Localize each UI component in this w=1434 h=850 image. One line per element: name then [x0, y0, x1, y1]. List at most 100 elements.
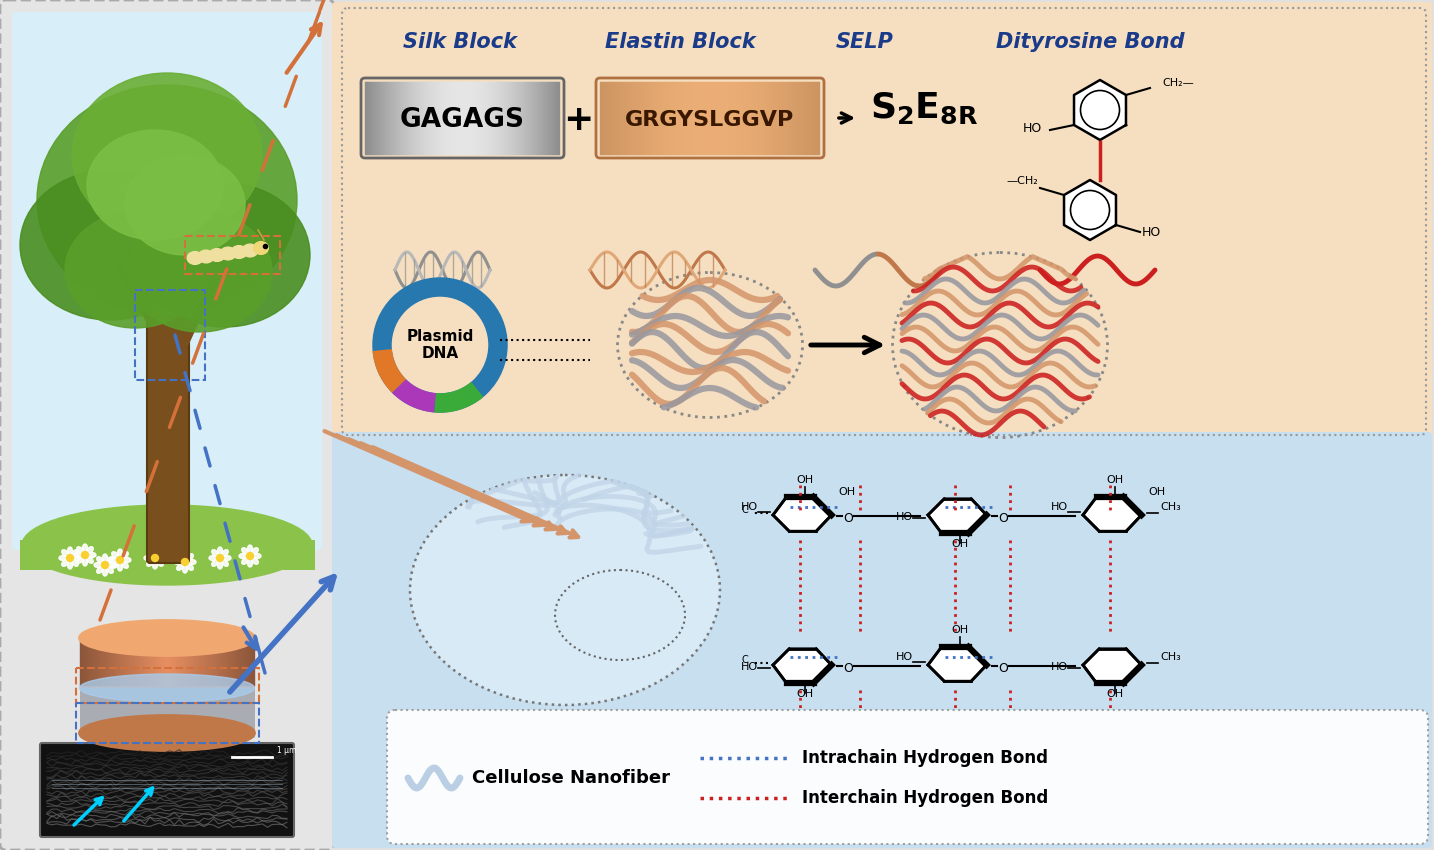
Polygon shape	[1074, 80, 1126, 140]
Ellipse shape	[96, 557, 103, 564]
Ellipse shape	[106, 567, 113, 573]
Circle shape	[66, 554, 73, 562]
Ellipse shape	[182, 551, 188, 559]
Text: OH: OH	[1107, 689, 1124, 699]
Text: CH₃: CH₃	[1160, 502, 1180, 512]
Ellipse shape	[109, 558, 118, 563]
Ellipse shape	[118, 549, 122, 557]
Polygon shape	[1064, 180, 1116, 240]
Circle shape	[82, 552, 89, 558]
Circle shape	[152, 554, 159, 562]
FancyBboxPatch shape	[80, 688, 255, 738]
Ellipse shape	[141, 183, 310, 327]
Polygon shape	[773, 497, 832, 531]
Ellipse shape	[102, 554, 108, 562]
FancyBboxPatch shape	[0, 0, 334, 850]
Text: O: O	[843, 513, 853, 525]
Ellipse shape	[67, 547, 73, 555]
Ellipse shape	[242, 547, 248, 554]
Text: SELP: SELP	[836, 32, 893, 52]
Ellipse shape	[248, 545, 252, 553]
Ellipse shape	[188, 559, 196, 564]
Text: GRGYSLGGVP: GRGYSLGGVP	[625, 110, 794, 130]
Ellipse shape	[87, 130, 224, 240]
Circle shape	[116, 557, 123, 564]
Text: OH: OH	[1107, 475, 1124, 485]
Text: +: +	[562, 103, 594, 137]
Ellipse shape	[254, 241, 268, 254]
Ellipse shape	[123, 558, 130, 563]
Ellipse shape	[251, 547, 258, 554]
Text: OH: OH	[951, 539, 968, 549]
Ellipse shape	[242, 244, 258, 257]
Ellipse shape	[67, 561, 73, 569]
Text: Silk Block: Silk Block	[403, 32, 518, 52]
Text: HO: HO	[1022, 122, 1041, 135]
FancyBboxPatch shape	[40, 743, 294, 837]
Text: HO: HO	[741, 662, 759, 672]
Ellipse shape	[222, 559, 228, 566]
Text: OH: OH	[951, 625, 968, 635]
Ellipse shape	[174, 559, 182, 564]
Ellipse shape	[122, 562, 128, 569]
Ellipse shape	[242, 558, 248, 564]
Text: HO: HO	[1051, 502, 1068, 512]
Ellipse shape	[62, 550, 69, 557]
Polygon shape	[928, 499, 987, 533]
Text: Cellulose Nanofiber: Cellulose Nanofiber	[472, 769, 670, 787]
Ellipse shape	[118, 563, 122, 571]
Ellipse shape	[112, 562, 119, 569]
Circle shape	[247, 552, 254, 559]
Ellipse shape	[20, 170, 199, 320]
Ellipse shape	[231, 246, 247, 258]
Ellipse shape	[95, 563, 102, 568]
Ellipse shape	[143, 556, 152, 560]
Ellipse shape	[251, 558, 258, 564]
Ellipse shape	[209, 556, 217, 560]
Ellipse shape	[76, 547, 83, 553]
FancyBboxPatch shape	[20, 540, 315, 570]
Ellipse shape	[112, 552, 119, 558]
Ellipse shape	[212, 559, 218, 566]
Ellipse shape	[410, 475, 720, 705]
Ellipse shape	[72, 73, 262, 237]
Ellipse shape	[86, 547, 93, 553]
Ellipse shape	[182, 565, 188, 573]
Ellipse shape	[79, 716, 254, 751]
Text: GAGAGS: GAGAGS	[400, 107, 525, 133]
Ellipse shape	[218, 547, 222, 555]
Ellipse shape	[65, 212, 205, 328]
Text: Dityrosine Bond: Dityrosine Bond	[995, 32, 1184, 52]
Text: Intrachain Hydrogen Bond: Intrachain Hydrogen Bond	[802, 749, 1048, 767]
FancyBboxPatch shape	[333, 2, 1433, 438]
Ellipse shape	[156, 550, 163, 557]
Ellipse shape	[96, 567, 103, 573]
Ellipse shape	[218, 561, 222, 569]
Text: OH: OH	[796, 475, 813, 485]
Ellipse shape	[152, 561, 158, 569]
Polygon shape	[1083, 497, 1141, 531]
FancyBboxPatch shape	[148, 317, 189, 563]
Text: OH: OH	[796, 689, 813, 699]
Ellipse shape	[224, 556, 231, 560]
FancyBboxPatch shape	[80, 638, 255, 733]
Ellipse shape	[76, 557, 83, 564]
Ellipse shape	[186, 564, 194, 570]
Ellipse shape	[75, 552, 82, 558]
Ellipse shape	[72, 550, 79, 557]
Ellipse shape	[87, 552, 96, 558]
Text: Interchain Hydrogen Bond: Interchain Hydrogen Bond	[802, 789, 1048, 807]
Ellipse shape	[79, 620, 254, 655]
Ellipse shape	[209, 248, 225, 262]
Ellipse shape	[125, 155, 245, 255]
Text: $\mathbf{S_2E_{8R}}$: $\mathbf{S_2E_{8R}}$	[870, 90, 978, 126]
Ellipse shape	[198, 250, 214, 263]
Circle shape	[217, 554, 224, 562]
Ellipse shape	[22, 505, 313, 585]
Ellipse shape	[108, 563, 116, 568]
Ellipse shape	[176, 564, 184, 570]
Text: HO: HO	[1141, 226, 1162, 239]
Ellipse shape	[102, 568, 108, 576]
Text: Plasmid
DNA: Plasmid DNA	[406, 329, 473, 361]
Ellipse shape	[83, 544, 87, 552]
